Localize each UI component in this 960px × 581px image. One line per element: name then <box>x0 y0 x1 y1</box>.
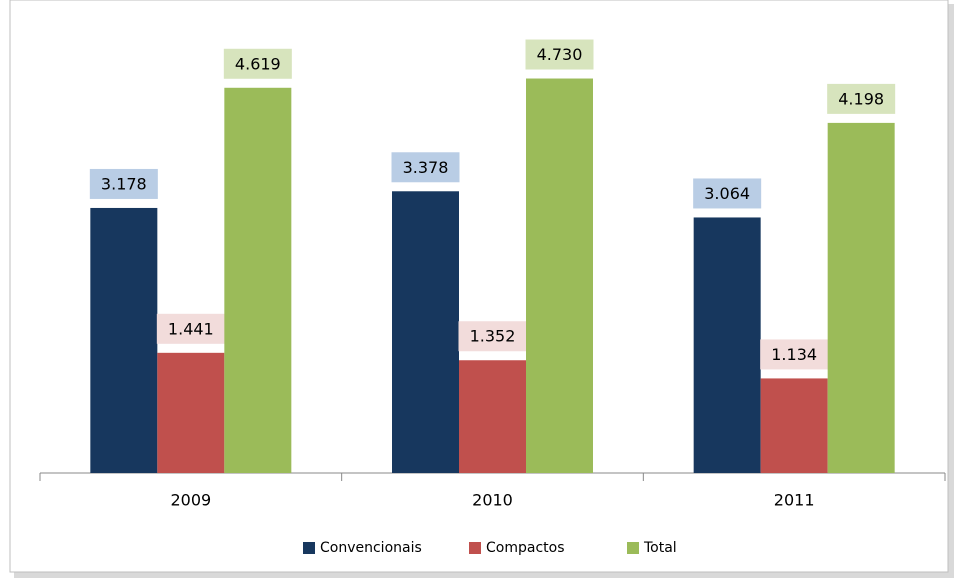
data-label: 1.441 <box>168 319 214 338</box>
x-tick-label: 2009 <box>170 491 211 510</box>
data-label: 1.352 <box>470 327 516 346</box>
data-label-box <box>458 321 527 352</box>
bar <box>760 378 828 473</box>
data-label-box <box>223 48 292 79</box>
bar <box>827 122 895 473</box>
data-label-box <box>89 168 158 199</box>
data-label: 3.064 <box>704 184 750 203</box>
data-label: 3.178 <box>101 174 147 193</box>
data-label-box <box>156 313 225 344</box>
legend-swatch <box>469 542 481 554</box>
legend-label: Total <box>643 540 677 556</box>
bar <box>459 360 526 473</box>
data-label: 4.730 <box>537 45 583 64</box>
legend-label: Convencionais <box>320 540 422 556</box>
bar <box>693 217 761 473</box>
bar <box>90 207 158 473</box>
data-label: 1.134 <box>771 345 817 364</box>
legend-swatch <box>627 542 639 554</box>
data-label-box <box>391 152 460 183</box>
chart-frame <box>9 0 949 573</box>
bar <box>157 352 225 473</box>
bar <box>392 191 459 474</box>
data-label: 3.378 <box>403 158 449 177</box>
data-label-box <box>525 39 594 70</box>
x-tick-label: 2010 <box>472 491 513 510</box>
data-label-box <box>827 83 896 114</box>
data-label-box <box>693 178 762 209</box>
bar <box>526 78 593 473</box>
bar <box>224 87 292 474</box>
data-label-box <box>760 339 829 370</box>
x-tick-label: 2011 <box>774 491 815 510</box>
legend-swatch <box>303 542 315 554</box>
data-label: 4.619 <box>235 54 281 73</box>
legend-label: Compactos <box>486 540 565 556</box>
data-label: 4.198 <box>838 89 884 108</box>
